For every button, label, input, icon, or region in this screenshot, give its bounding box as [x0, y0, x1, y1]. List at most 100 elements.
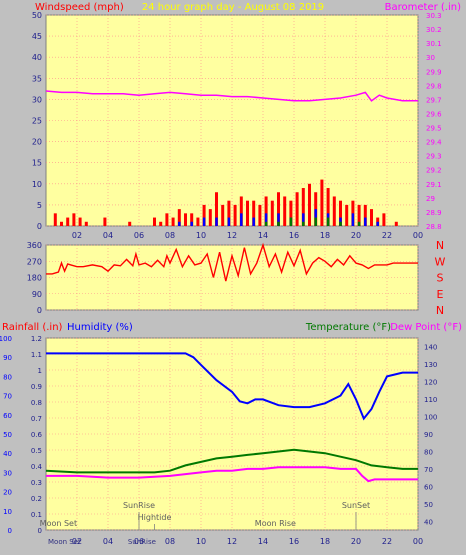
barometer-line: [45, 90, 418, 102]
x-tick-label: 06: [134, 537, 144, 546]
y2-tick-label: 29.7: [426, 96, 442, 104]
humidity-axis-label: Humidity (%): [67, 322, 133, 333]
temperature-tick-label: 50: [424, 501, 433, 509]
wind-average-bar: [215, 217, 218, 226]
x-tick-label: 06: [134, 231, 144, 240]
y2-tick-label: 29.8: [426, 82, 442, 90]
wind-gust-bar: [289, 200, 293, 226]
y-tick-label: 270: [27, 257, 42, 266]
compass-label: W: [435, 255, 446, 268]
x-tick-label: 00: [413, 537, 423, 546]
wind-average-bar: [357, 221, 361, 226]
temperature-tick-label: 130: [424, 361, 437, 369]
humidity-tick-label: 10: [3, 508, 12, 516]
wind-gust-bar: [370, 209, 373, 226]
wind-gust-bar: [103, 217, 107, 226]
wind-average-bar: [240, 213, 243, 226]
wind-gust-bar: [66, 217, 70, 226]
rain-tick-label: 1.2: [31, 335, 42, 343]
wind-gust-bar: [258, 204, 262, 226]
y2-tick-label: 30.3: [426, 12, 442, 20]
y-tick-label: 5: [37, 201, 42, 210]
x-tick-label: 12: [227, 537, 237, 546]
y2-tick-label: 28.8: [426, 223, 442, 231]
x-tick-label: 02: [72, 537, 82, 546]
y2-tick-label: 29.2: [426, 167, 442, 175]
wind-average-bar: [190, 221, 193, 226]
x-tick-label: 00: [413, 231, 423, 240]
y-tick-label: 90: [32, 290, 42, 299]
rain-tick-label: 1: [38, 367, 42, 375]
wind-average-bar: [277, 221, 280, 226]
rain-tick-label: 0.1: [31, 511, 42, 519]
wind-gust-bar: [159, 221, 163, 226]
humidity-tick-label: 0: [8, 527, 12, 535]
y-tick-label: 20: [32, 138, 42, 147]
wind-average-bar: [227, 217, 231, 226]
wind-gust-bar: [345, 204, 349, 226]
y-tick-label: 360: [27, 241, 42, 250]
rain-tick-label: 0.4: [31, 463, 43, 471]
humidity-tick-label: 80: [3, 373, 12, 381]
temperature-tick-label: 90: [424, 431, 433, 439]
annotation-label: Moon Set: [40, 519, 77, 528]
wind-gust-bar: [72, 213, 76, 226]
wind-average-bar: [339, 221, 342, 226]
y2-tick-label: 29: [426, 195, 435, 203]
x-tick-label: 04: [103, 231, 113, 240]
wind-average-bar: [314, 217, 317, 226]
dew-point-line: [46, 466, 418, 483]
y2-tick-label: 30.2: [426, 26, 442, 34]
wind-gust-bar: [277, 192, 280, 226]
humidity-tick-label: 50: [3, 431, 12, 439]
y-tick-label: 0: [37, 306, 42, 315]
wind-average-bar: [351, 213, 355, 226]
y2-tick-label: 28.9: [426, 209, 442, 217]
annotation-label: SunSet: [342, 501, 370, 510]
humidity-tick-label: 30: [3, 469, 12, 477]
wind-gust-bar: [332, 196, 336, 226]
wind-gust-bar: [153, 217, 156, 226]
temperature-tick-label: 40: [424, 518, 433, 526]
wind-gust-bar: [215, 192, 218, 226]
y2-tick-label: 30.1: [426, 40, 442, 48]
rain-tick-label: 0.2: [31, 495, 42, 503]
y-tick-label: 50: [32, 11, 42, 20]
x-tick-label: 10: [196, 231, 206, 240]
wind-direction-line: [46, 242, 418, 282]
x-tick-label: 04: [103, 537, 113, 546]
y-tick-label: 180: [27, 274, 42, 283]
wind-gust-bar: [270, 200, 274, 226]
rain-tick-label: 0.8: [31, 399, 42, 407]
wind-gust-bar: [190, 213, 194, 226]
wind-average-bar: [264, 213, 268, 226]
graph-title: 24 hour graph day - August 08 2019: [142, 2, 324, 13]
compass-label: N: [436, 304, 444, 317]
temperature-tick-label: 100: [424, 414, 437, 422]
y-tick-label: 15: [32, 159, 42, 168]
wind-gust-bar: [128, 221, 132, 226]
temperature-line: [45, 448, 418, 474]
rain-tick-label: 1.1: [31, 351, 42, 359]
rain-tick-label: 0.9: [31, 383, 42, 391]
rain-tick-label: 0.5: [31, 447, 42, 455]
wind-gust-bar: [202, 204, 206, 226]
windspeed-axis-label: Windspeed (mph): [35, 2, 124, 13]
temperature-tick-label: 140: [424, 344, 437, 352]
compass-label: E: [437, 288, 444, 301]
temperature-tick-label: 110: [424, 396, 437, 404]
temperature-tick-label: 80: [424, 448, 433, 456]
y2-tick-label: 29.4: [426, 139, 442, 147]
x-tick-label: 14: [258, 231, 268, 240]
humidity-temperature-panel: 010203040506070809010000.10.20.30.40.50.…: [0, 335, 437, 546]
wind-average-bar: [264, 221, 268, 226]
x-tick-label: 08: [165, 537, 175, 546]
humidity-tick-label: 90: [3, 354, 12, 362]
wind-barometer-panel: 0 5 10 15 20 25 30 35 40 45 50 28.8 28.9 29 29.1 29.2 29…: [32, 11, 442, 240]
y-tick-label: 30: [32, 95, 42, 104]
y-tick-label: 10: [32, 180, 42, 189]
bottom-event-label: SunRise: [128, 538, 156, 546]
humidity-tick-label: 70: [3, 393, 12, 401]
